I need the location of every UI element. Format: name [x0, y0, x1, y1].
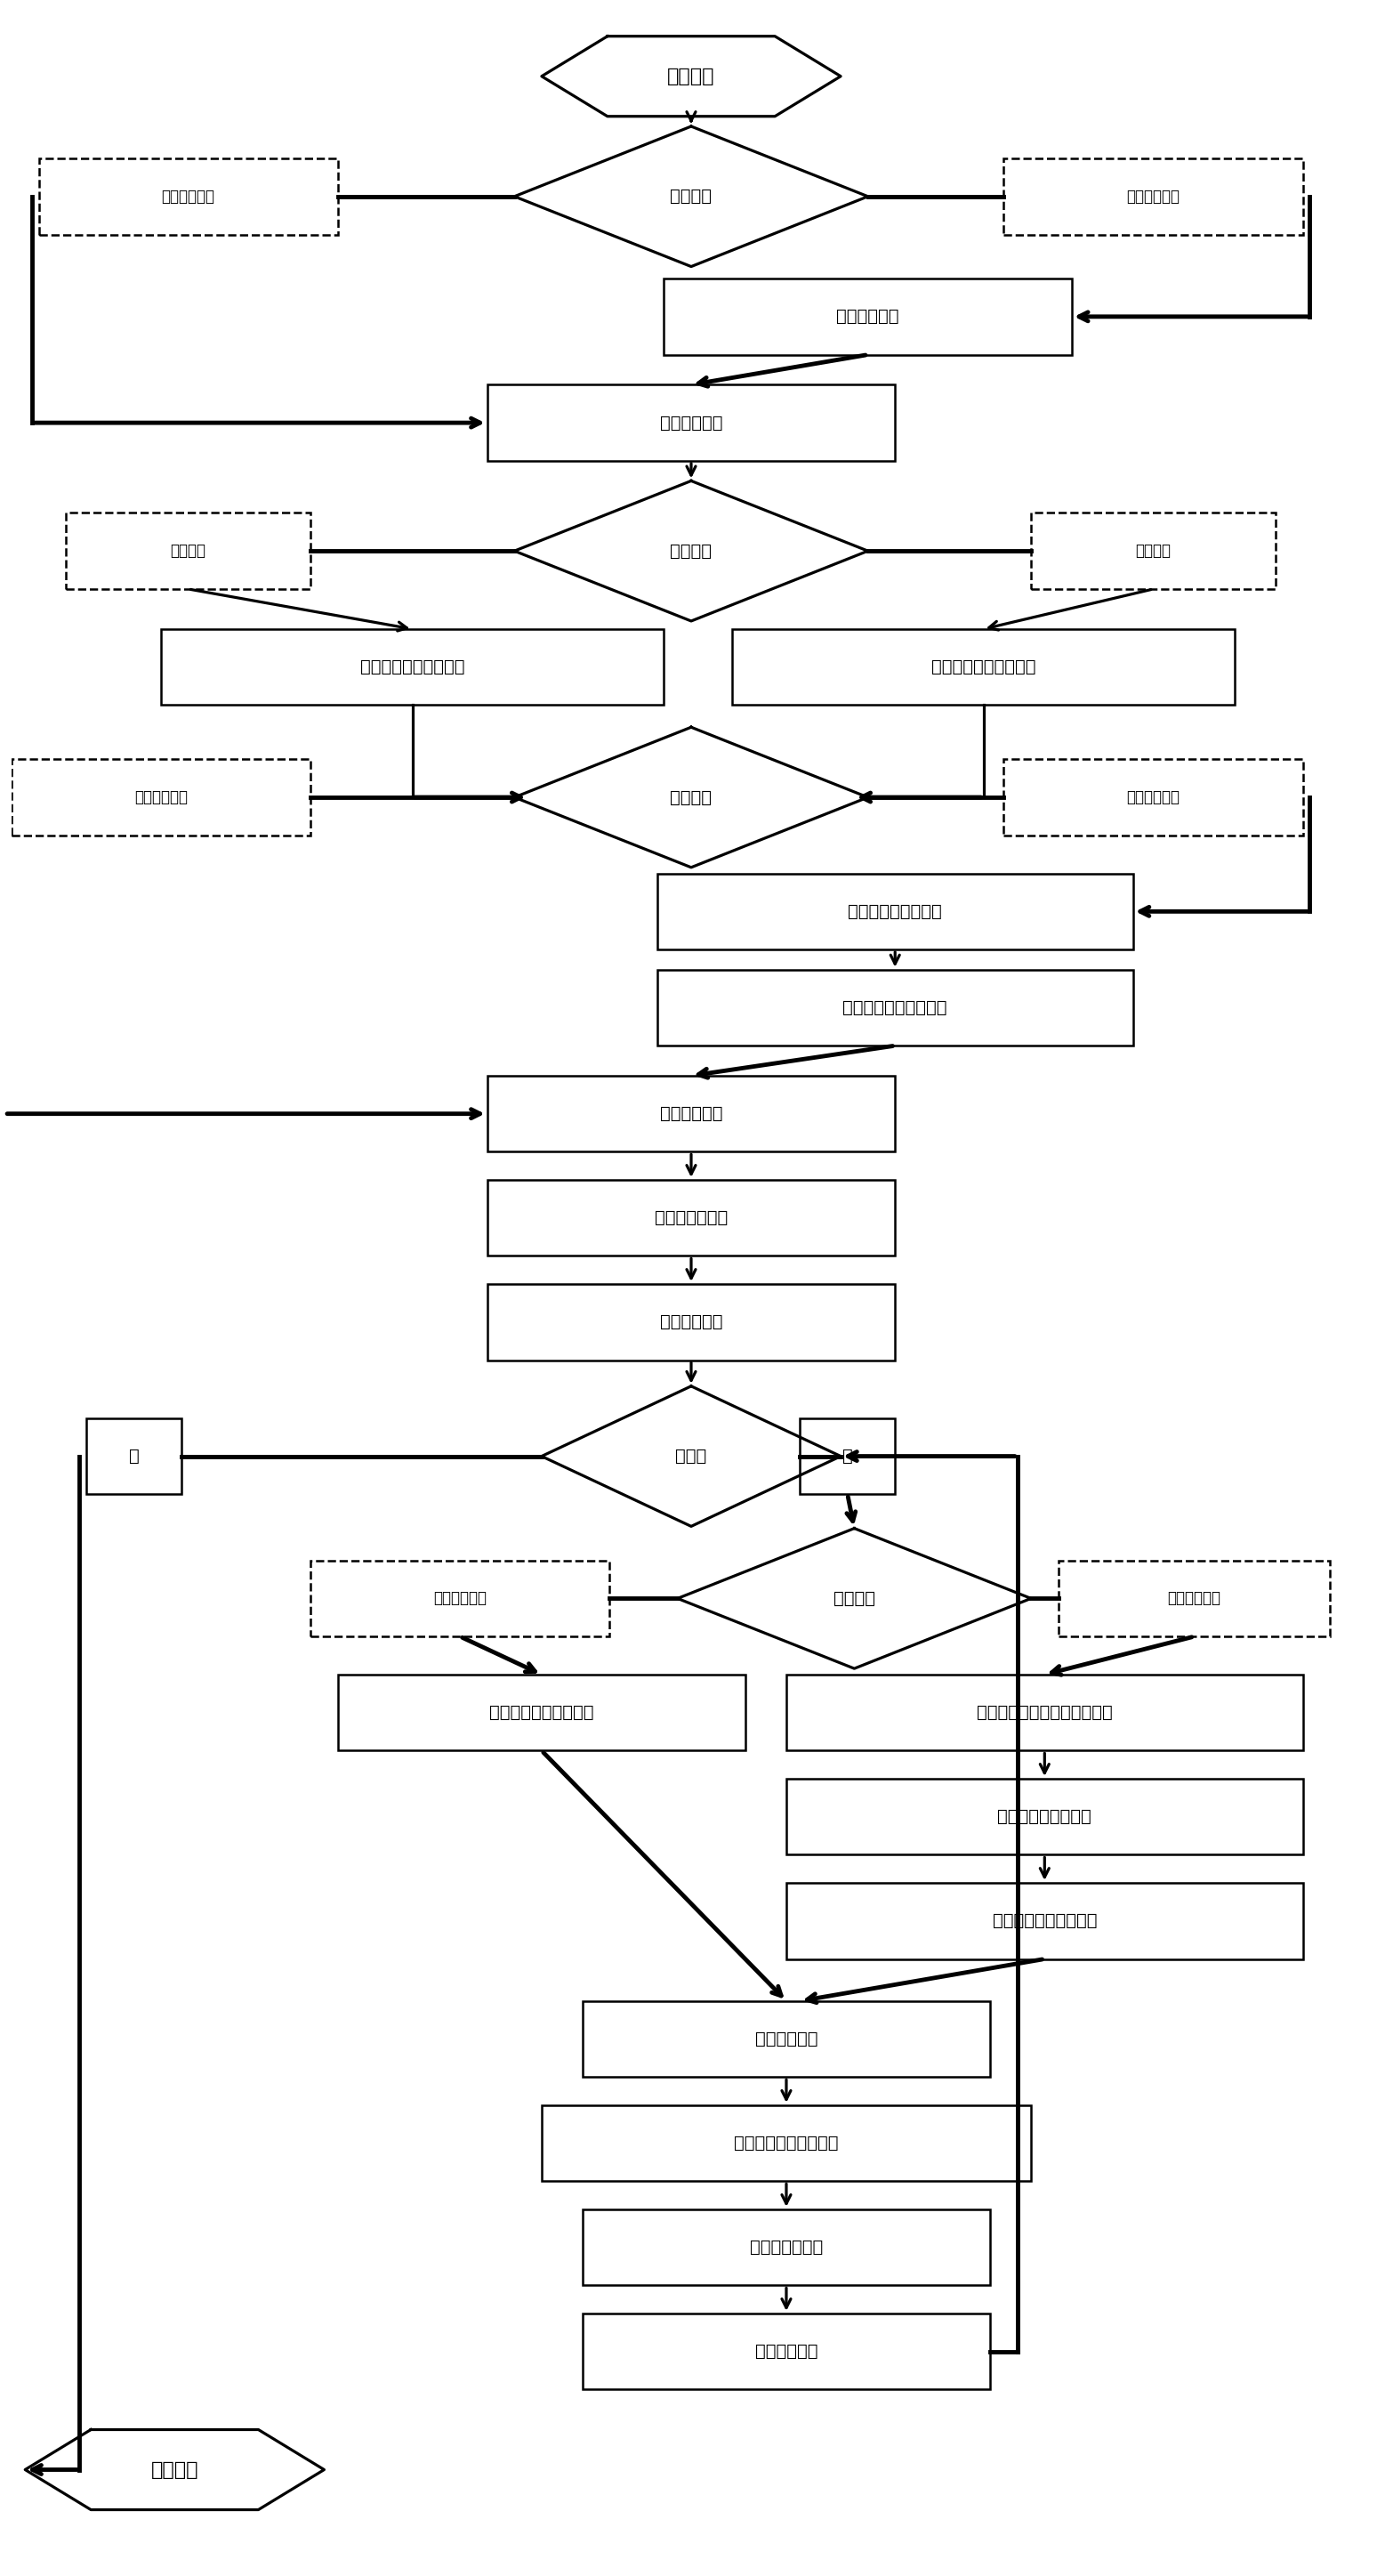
- Bar: [786, 1777, 1303, 1855]
- Bar: [786, 1674, 1303, 1752]
- Bar: [87, 1419, 182, 1494]
- Bar: [161, 629, 664, 706]
- Bar: [487, 384, 895, 461]
- Text: 手动识别: 手动识别: [171, 544, 207, 559]
- Bar: [66, 513, 311, 590]
- Text: 动态过程测量: 动态过程测量: [135, 788, 187, 806]
- Bar: [39, 157, 337, 234]
- Bar: [657, 969, 1133, 1046]
- Bar: [1004, 760, 1303, 835]
- Bar: [582, 2210, 990, 2285]
- Text: 手动提取首帧标志点、: 手动提取首帧标志点、: [361, 659, 465, 675]
- Bar: [1031, 513, 1275, 590]
- Bar: [487, 1180, 895, 1257]
- Text: 测量模式: 测量模式: [671, 188, 712, 206]
- Bar: [582, 2313, 990, 2391]
- Text: 结果写入数据库: 结果写入数据库: [749, 2239, 823, 2257]
- Bar: [487, 1077, 895, 1151]
- Text: 结果写入数据库: 结果写入数据库: [654, 1211, 728, 1226]
- Bar: [487, 1283, 895, 1360]
- Bar: [1058, 1561, 1330, 1636]
- Text: 自动提取首帧标志点、: 自动提取首帧标志点、: [931, 659, 1036, 675]
- Text: 测量模式: 测量模式: [833, 1589, 876, 1607]
- Bar: [311, 1561, 610, 1636]
- Text: 否: 否: [843, 1448, 852, 1466]
- Text: 自动识别: 自动识别: [1136, 544, 1170, 559]
- Text: 跟踪下一时刻首帧中心标志、: 跟踪下一时刻首帧中心标志、: [976, 1705, 1113, 1721]
- Bar: [337, 1674, 745, 1752]
- Text: 计算当前位置: 计算当前位置: [755, 2030, 818, 2048]
- Bar: [733, 629, 1235, 706]
- Text: 设置测量参数: 设置测量参数: [660, 415, 723, 430]
- Text: 计算标志点、平均位置: 计算标志点、平均位置: [993, 1911, 1097, 1929]
- Bar: [800, 1419, 895, 1494]
- Text: 采集图像: 采集图像: [668, 67, 715, 85]
- Bar: [657, 873, 1133, 951]
- Text: 识别方式: 识别方式: [671, 544, 712, 559]
- Text: 跟踪重复帧标志点、: 跟踪重复帧标志点、: [997, 1808, 1092, 1826]
- Text: 计算初始位置: 计算初始位置: [660, 1105, 723, 1123]
- Text: 结束？: 结束？: [676, 1448, 706, 1466]
- Text: 计算标志点、平均位置: 计算标志点、平均位置: [843, 999, 947, 1015]
- Bar: [582, 2002, 990, 2076]
- Text: 跟踪重复帧标志点、: 跟踪重复帧标志点、: [848, 904, 942, 920]
- Text: 静态过程测量: 静态过程测量: [1168, 1589, 1221, 1607]
- Text: 设置重复帧数: 设置重复帧数: [836, 309, 899, 325]
- Text: 是: 是: [128, 1448, 139, 1466]
- Bar: [541, 2105, 1031, 2182]
- Text: 计算相对初始位置位移: 计算相对初始位置位移: [734, 2136, 839, 2151]
- Bar: [664, 278, 1071, 355]
- Text: 绘制位移曲线: 绘制位移曲线: [660, 1314, 723, 1329]
- Text: 静态过程测量: 静态过程测量: [1126, 188, 1180, 204]
- Text: 结束测量: 结束测量: [151, 2460, 198, 2478]
- Text: 跟踪下一帧中心标志、: 跟踪下一帧中心标志、: [489, 1705, 593, 1721]
- Text: 动态过程测量: 动态过程测量: [434, 1589, 487, 1607]
- Text: 动态过程测量: 动态过程测量: [161, 188, 215, 204]
- Bar: [786, 1883, 1303, 1958]
- Bar: [11, 760, 311, 835]
- Bar: [1004, 157, 1303, 234]
- Text: 静态过程测量: 静态过程测量: [1126, 788, 1180, 806]
- Text: 绘制位移曲线: 绘制位移曲线: [755, 2344, 818, 2360]
- Text: 测量模式: 测量模式: [671, 788, 712, 806]
